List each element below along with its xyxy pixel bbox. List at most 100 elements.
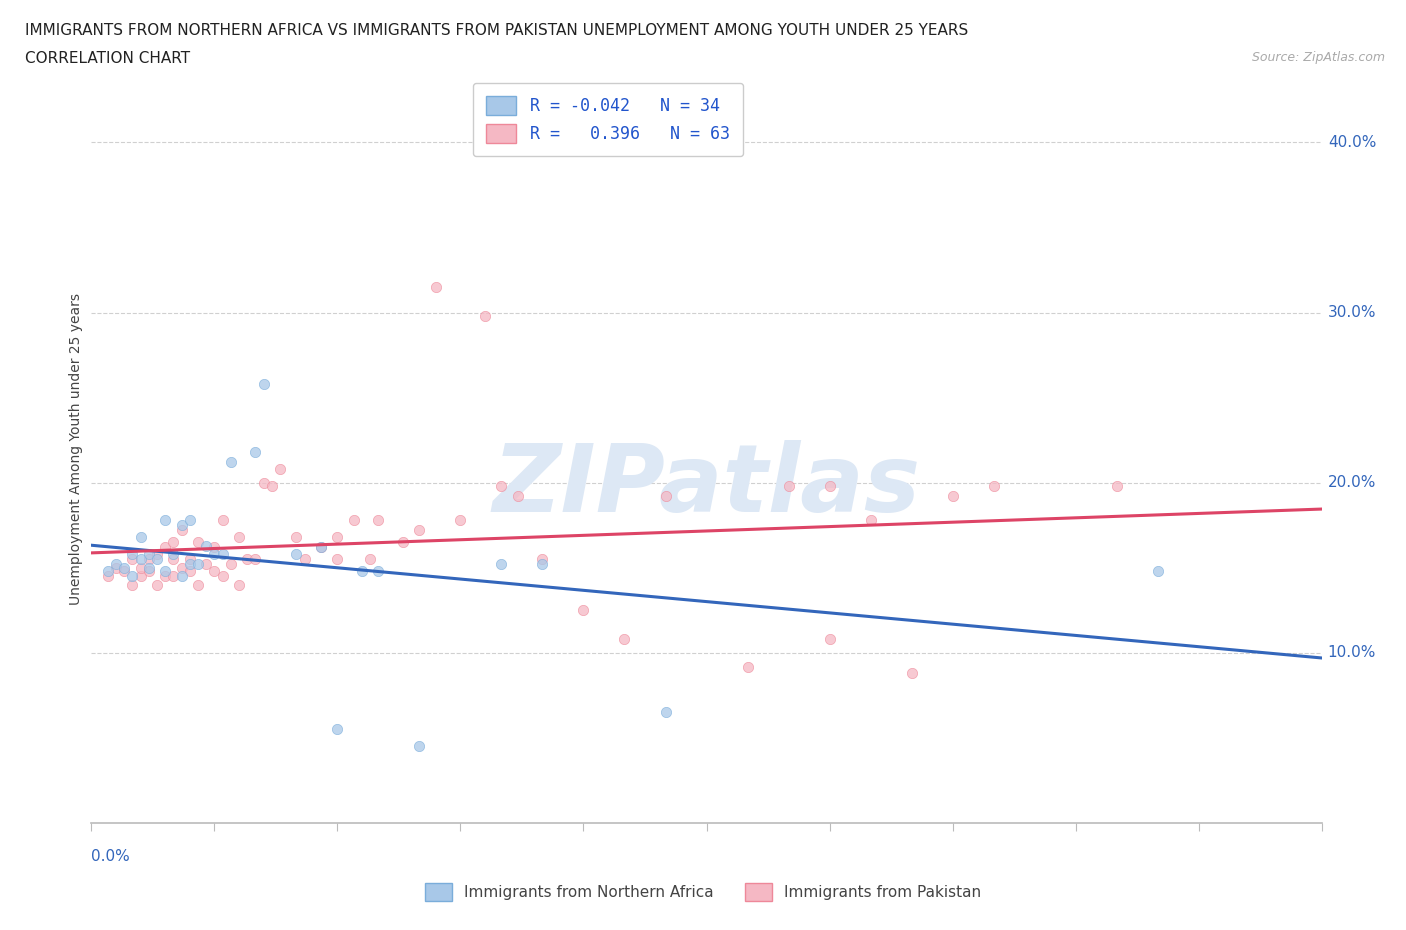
Point bbox=[211, 569, 233, 584]
Point bbox=[352, 564, 374, 578]
Point bbox=[129, 530, 152, 545]
Point bbox=[245, 445, 267, 459]
Point bbox=[170, 561, 193, 576]
Point bbox=[367, 564, 389, 578]
Point bbox=[531, 551, 554, 566]
Text: 10.0%: 10.0% bbox=[1327, 645, 1376, 660]
Point bbox=[153, 512, 177, 527]
Point bbox=[245, 551, 267, 566]
Point bbox=[613, 631, 636, 646]
Legend: R = -0.042   N = 34, R =   0.396   N = 63: R = -0.042 N = 34, R = 0.396 N = 63 bbox=[472, 83, 744, 156]
Point bbox=[105, 561, 127, 576]
Point bbox=[309, 540, 332, 555]
Point bbox=[367, 512, 389, 527]
Point bbox=[179, 551, 201, 566]
Point bbox=[129, 551, 152, 566]
Point bbox=[112, 561, 135, 576]
Point bbox=[326, 530, 349, 545]
Point bbox=[153, 564, 177, 578]
Text: 20.0%: 20.0% bbox=[1327, 475, 1376, 490]
Point bbox=[491, 479, 513, 494]
Point bbox=[187, 535, 209, 550]
Point bbox=[285, 547, 308, 562]
Text: 30.0%: 30.0% bbox=[1327, 305, 1376, 320]
Point bbox=[179, 557, 201, 572]
Point bbox=[219, 455, 242, 470]
Point bbox=[253, 475, 276, 490]
Point bbox=[170, 518, 193, 533]
Point bbox=[146, 578, 169, 592]
Point bbox=[187, 578, 209, 592]
Point bbox=[942, 489, 965, 504]
Point bbox=[211, 547, 233, 562]
Point bbox=[138, 551, 160, 566]
Point bbox=[187, 557, 209, 572]
Point bbox=[285, 530, 308, 545]
Point bbox=[195, 557, 218, 572]
Point bbox=[326, 722, 349, 737]
Point bbox=[121, 578, 143, 592]
Point bbox=[195, 538, 218, 553]
Point bbox=[138, 561, 160, 576]
Point bbox=[228, 578, 250, 592]
Point bbox=[153, 569, 177, 584]
Point bbox=[818, 479, 841, 494]
Text: Source: ZipAtlas.com: Source: ZipAtlas.com bbox=[1251, 51, 1385, 64]
Point bbox=[202, 540, 225, 555]
Point bbox=[474, 309, 496, 324]
Point bbox=[162, 569, 184, 584]
Point bbox=[97, 564, 120, 578]
Point bbox=[449, 512, 471, 527]
Point bbox=[253, 377, 276, 392]
Point bbox=[818, 631, 841, 646]
Text: 40.0%: 40.0% bbox=[1327, 135, 1376, 150]
Point bbox=[1105, 479, 1128, 494]
Point bbox=[491, 557, 513, 572]
Point bbox=[219, 557, 242, 572]
Point bbox=[129, 569, 152, 584]
Point bbox=[121, 569, 143, 584]
Point bbox=[179, 564, 201, 578]
Point bbox=[506, 489, 529, 504]
Point bbox=[425, 280, 447, 295]
Point bbox=[146, 551, 169, 566]
Point bbox=[408, 739, 430, 754]
Text: ZIPatlas: ZIPatlas bbox=[492, 440, 921, 532]
Point bbox=[162, 551, 184, 566]
Point bbox=[1146, 564, 1168, 578]
Point bbox=[654, 489, 676, 504]
Point bbox=[228, 530, 250, 545]
Point bbox=[211, 512, 233, 527]
Point bbox=[105, 557, 127, 572]
Text: 0.0%: 0.0% bbox=[91, 849, 131, 864]
Point bbox=[859, 512, 882, 527]
Legend: Immigrants from Northern Africa, Immigrants from Pakistan: Immigrants from Northern Africa, Immigra… bbox=[418, 875, 988, 909]
Point bbox=[531, 557, 554, 572]
Point bbox=[170, 569, 193, 584]
Point bbox=[162, 547, 184, 562]
Point bbox=[179, 512, 201, 527]
Point bbox=[121, 547, 143, 562]
Point bbox=[778, 479, 800, 494]
Point bbox=[572, 603, 595, 618]
Text: CORRELATION CHART: CORRELATION CHART bbox=[25, 51, 190, 66]
Point bbox=[202, 547, 225, 562]
Point bbox=[269, 461, 291, 476]
Point bbox=[343, 512, 366, 527]
Y-axis label: Unemployment Among Youth under 25 years: Unemployment Among Youth under 25 years bbox=[69, 293, 83, 604]
Point bbox=[408, 523, 430, 538]
Point bbox=[309, 540, 332, 555]
Point bbox=[202, 564, 225, 578]
Point bbox=[392, 535, 415, 550]
Point bbox=[146, 547, 169, 562]
Point bbox=[260, 479, 283, 494]
Point bbox=[162, 535, 184, 550]
Point bbox=[900, 666, 922, 681]
Point bbox=[654, 705, 676, 720]
Point bbox=[121, 551, 143, 566]
Text: IMMIGRANTS FROM NORTHERN AFRICA VS IMMIGRANTS FROM PAKISTAN UNEMPLOYMENT AMONG Y: IMMIGRANTS FROM NORTHERN AFRICA VS IMMIG… bbox=[25, 23, 969, 38]
Point bbox=[129, 561, 152, 576]
Point bbox=[294, 551, 316, 566]
Point bbox=[112, 564, 135, 578]
Point bbox=[326, 551, 349, 566]
